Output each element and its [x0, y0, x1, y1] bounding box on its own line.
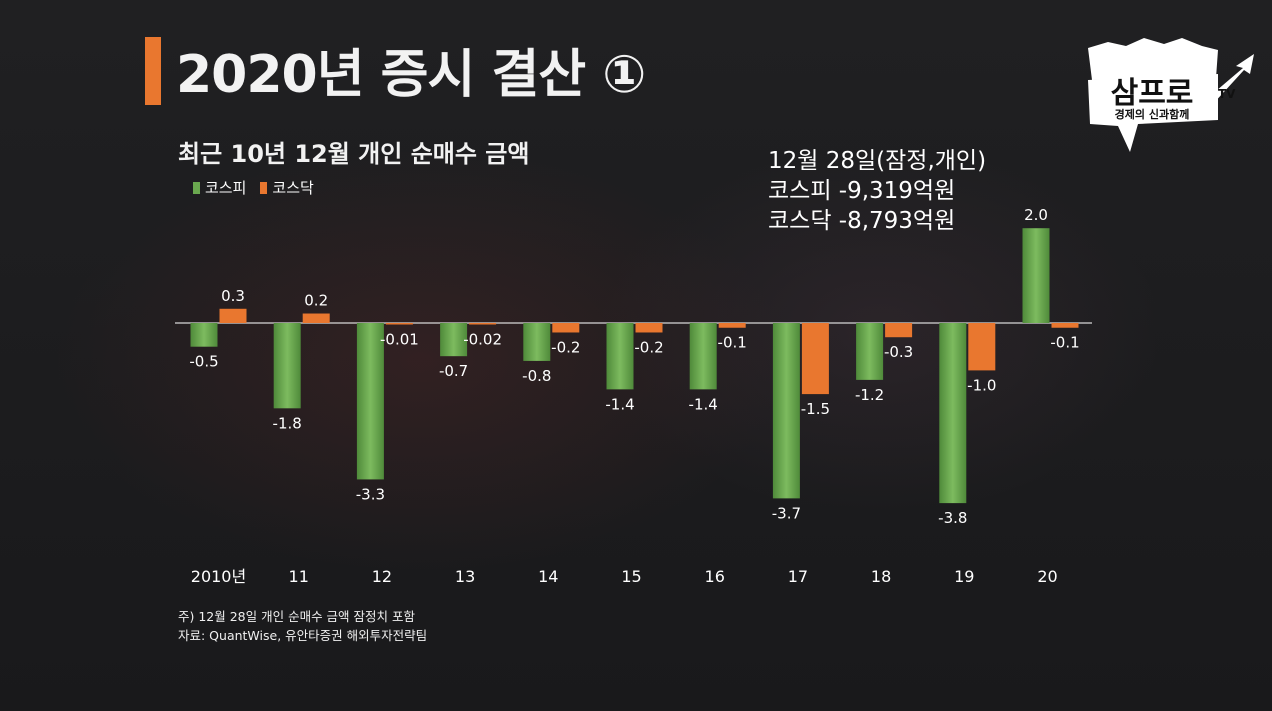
- data-label-kospi-1: -1.8: [273, 414, 302, 432]
- data-label-kosdaq-10: -0.1: [1050, 334, 1079, 352]
- chart-legend: 코스피 코스닥: [193, 177, 314, 198]
- bar-kospi-9: [939, 323, 967, 504]
- bar-kosdaq-7: [801, 323, 829, 395]
- annotation-box: 12월 28일(잠정,개인) 코스피 -9,319억원 코스닥 -8,793억원: [768, 146, 986, 236]
- bar-kosdaq-1: [302, 313, 330, 323]
- data-label-kospi-0: -0.5: [189, 353, 218, 371]
- logo-tv-text: TV: [1218, 87, 1236, 101]
- data-label-kosdaq-3: -0.02: [463, 331, 502, 349]
- footnote: 주) 12월 28일 개인 순매수 금액 잠정치 포함 자료: QuantWis…: [178, 607, 427, 645]
- logo-main-text: 삼프로: [1111, 76, 1194, 111]
- data-label-kosdaq-2: -0.01: [380, 331, 419, 349]
- data-label-kosdaq-4: -0.2: [551, 338, 580, 356]
- logo-arrow-icon: [1196, 54, 1254, 116]
- data-label-kospi-4: -0.8: [522, 367, 551, 385]
- bar-kospi-5: [606, 323, 634, 390]
- legend-label-kosdaq: 코스닥: [272, 179, 314, 197]
- data-label-kosdaq-8: -0.3: [884, 343, 913, 361]
- bar-kospi-6: [689, 323, 717, 390]
- bar-kospi-1: [273, 323, 301, 409]
- bar-kosdaq-0: [219, 308, 247, 323]
- x-tick-label-7: 17: [788, 567, 808, 586]
- data-label-kospi-3: -0.7: [439, 362, 468, 380]
- sampro-tv-logo: 삼프로 TV 경제의 신과함께: [1088, 38, 1254, 152]
- bar-kosdaq-3: [469, 323, 497, 325]
- data-label-kospi-8: -1.2: [855, 386, 884, 404]
- bar-kosdaq-4: [552, 323, 580, 333]
- legend-label-kospi: 코스피: [205, 179, 247, 197]
- footnote-source: 자료: QuantWise, 유안타증권 해외투자전략팀: [178, 628, 428, 643]
- x-tick-label-3: 13: [455, 567, 475, 586]
- data-label-kosdaq-6: -0.1: [718, 334, 747, 352]
- x-tick-label-2: 12: [372, 567, 392, 586]
- x-tick-label-9: 19: [954, 567, 974, 586]
- bar-kosdaq-6: [718, 323, 746, 328]
- bar-kospi-10: [1022, 228, 1050, 323]
- bar-kospi-3: [440, 323, 468, 357]
- bar-kosdaq-8: [885, 323, 913, 338]
- annotation-line-date: 12월 28일(잠정,개인): [768, 148, 987, 174]
- data-label-kospi-9: -3.8: [938, 509, 967, 527]
- x-tick-label-4: 14: [538, 567, 558, 586]
- logo-speech-bubble: [1088, 74, 1218, 152]
- x-tick-label-8: 18: [871, 567, 891, 586]
- footnote-note: 주) 12월 28일 개인 순매수 금액 잠정치 포함: [178, 609, 416, 624]
- x-tick-label-10: 20: [1037, 567, 1057, 586]
- page-title: 2020년 증시 결산 ①: [176, 45, 646, 105]
- data-label-kospi-6: -1.4: [689, 395, 718, 413]
- bar-kospi-4: [523, 323, 551, 361]
- annotation-line-kosdaq: 코스닥 -8,793억원: [768, 208, 956, 234]
- bar-kosdaq-5: [635, 323, 663, 333]
- data-label-kosdaq-0: 0.3: [221, 287, 245, 305]
- chart-subtitle: 최근 10년 12월 개인 순매수 금액: [178, 140, 530, 168]
- legend-swatch-kospi: [193, 181, 200, 194]
- legend-item-kospi: 코스피: [193, 177, 246, 198]
- legend-swatch-kosdaq: [260, 181, 268, 194]
- data-label-kospi-10: 2.0: [1024, 206, 1048, 224]
- bar-kosdaq-9: [968, 323, 996, 371]
- bar-kospi-2: [356, 323, 384, 480]
- bar-kospi-8: [856, 323, 884, 380]
- data-label-kospi-5: -1.4: [605, 395, 634, 413]
- data-label-kosdaq-1: 0.2: [304, 292, 328, 310]
- annotation-line-kospi: 코스피 -9,319억원: [768, 178, 956, 204]
- bar-kospi-0: [190, 323, 218, 347]
- data-label-kosdaq-7: -1.5: [801, 400, 830, 418]
- x-tick-label-5: 15: [621, 567, 641, 586]
- data-label-kosdaq-9: -1.0: [967, 376, 996, 394]
- data-label-kospi-7: -3.7: [772, 504, 801, 522]
- logo-skyline: [1088, 38, 1218, 80]
- x-tick-label-0: 2010년: [191, 567, 246, 586]
- bar-kosdaq-2: [385, 323, 413, 325]
- bar-kospi-7: [772, 323, 800, 499]
- data-label-kosdaq-5: -0.2: [634, 338, 663, 356]
- bar-kosdaq-10: [1051, 323, 1079, 328]
- title-accent-bar: [145, 37, 161, 105]
- x-tick-label-6: 16: [705, 567, 725, 586]
- data-label-kospi-2: -3.3: [356, 485, 385, 503]
- legend-item-kosdaq: 코스닥: [260, 177, 314, 198]
- logo-tagline: 경제의 신과함께: [1115, 107, 1190, 121]
- x-tick-label-1: 11: [289, 567, 309, 586]
